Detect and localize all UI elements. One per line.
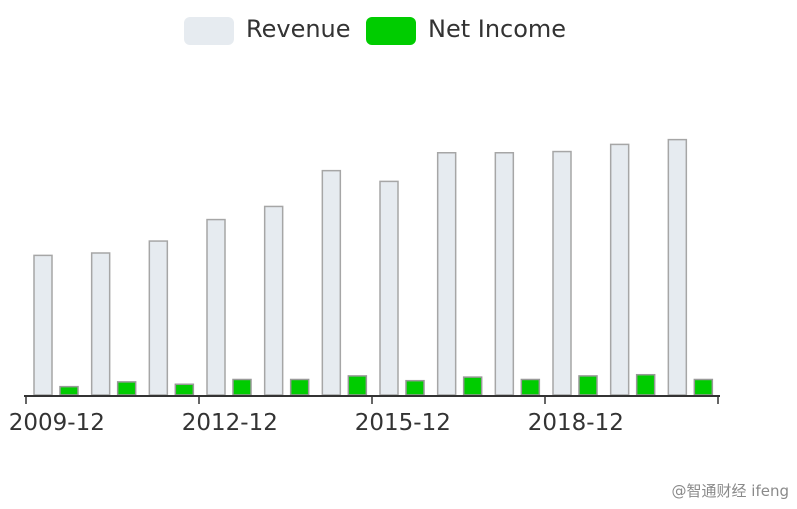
x-tick-label: 2018-12 bbox=[528, 410, 624, 436]
x-axis: 2009-12 2012-12 2015-12 2018-12 bbox=[9, 395, 720, 436]
x-tick-label: 2015-12 bbox=[355, 410, 451, 436]
watermark: @智通财经 ifeng bbox=[671, 482, 789, 500]
legend-label-net-income[interactable]: Net Income bbox=[428, 15, 566, 43]
x-tick-label: 2012-12 bbox=[182, 410, 278, 436]
bars bbox=[33, 138, 714, 396]
net-income-bar-2019-12[interactable] bbox=[635, 373, 656, 396]
revenue-bar-2009-12[interactable] bbox=[33, 254, 53, 396]
net-income-bar-2016-12[interactable] bbox=[462, 376, 483, 396]
net-income-bar-2018-12[interactable] bbox=[578, 375, 598, 396]
revenue-bar-2012-12[interactable] bbox=[206, 218, 226, 396]
net-income-bar-2020-12[interactable] bbox=[693, 378, 714, 396]
revenue-bar-2013-12[interactable] bbox=[263, 205, 284, 396]
net-income-bar-2013-12[interactable] bbox=[289, 378, 310, 396]
net-income-bar-2010-12[interactable] bbox=[116, 381, 137, 396]
net-income-bar-2014-12[interactable] bbox=[347, 375, 368, 396]
revenue-bar-2016-12[interactable] bbox=[436, 152, 457, 396]
revenue-bar-2017-12[interactable] bbox=[494, 152, 515, 396]
net-income-bar-2011-12[interactable] bbox=[174, 383, 195, 396]
revenue-bar-2020-12[interactable] bbox=[667, 138, 688, 396]
legend-swatch-net-income[interactable] bbox=[366, 17, 416, 45]
revenue-bar-2018-12[interactable] bbox=[552, 150, 572, 396]
net-income-bar-2009-12[interactable] bbox=[59, 385, 79, 396]
net-income-bar-2012-12[interactable] bbox=[232, 378, 252, 396]
revenue-bar-2014-12[interactable] bbox=[321, 169, 342, 396]
legend: Revenue Net Income bbox=[184, 15, 566, 45]
revenue-bar-2019-12[interactable] bbox=[609, 143, 630, 396]
revenue-bar-2015-12[interactable] bbox=[379, 180, 399, 396]
net-income-bar-2017-12[interactable] bbox=[520, 378, 541, 396]
legend-swatch-revenue[interactable] bbox=[184, 17, 234, 45]
revenue-bar-2011-12[interactable] bbox=[148, 240, 169, 396]
x-tick-label: 2009-12 bbox=[9, 410, 105, 436]
net-income-bar-2015-12[interactable] bbox=[405, 379, 425, 396]
revenue-bar-2010-12[interactable] bbox=[90, 252, 111, 396]
legend-label-revenue[interactable]: Revenue bbox=[246, 15, 351, 43]
